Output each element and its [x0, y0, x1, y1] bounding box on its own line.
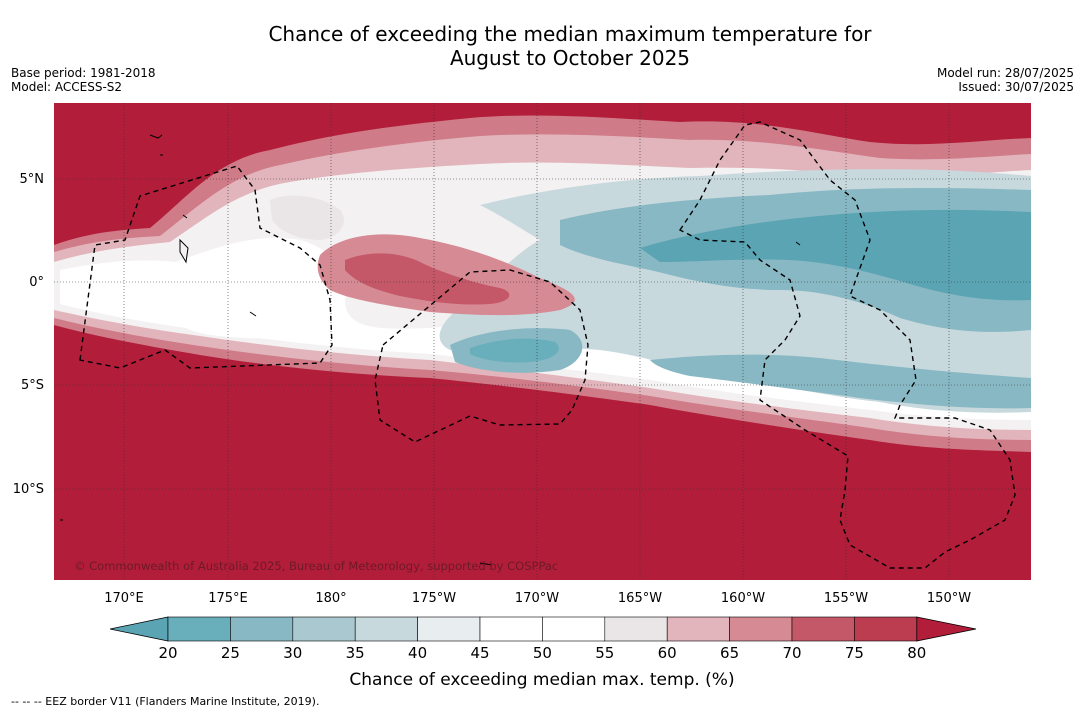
- lon-label: 175°W: [412, 591, 456, 606]
- colorbar-extend-low: [109, 616, 169, 642]
- colorbar-segment: [354, 616, 418, 642]
- colorbar-segment: [417, 616, 481, 642]
- colorbar-segment: [479, 616, 543, 642]
- graticule: [54, 103, 1031, 580]
- metadata-right: Model run: 28/07/2025 Issued: 30/07/2025: [937, 66, 1074, 94]
- lon-label: 175°E: [208, 591, 248, 606]
- colorbar-label: Chance of exceeding median max. temp. (%…: [349, 670, 734, 690]
- eez-borders: [79, 121, 1016, 569]
- colorbar-segment: [292, 616, 356, 642]
- colorbar-tick-label: 75: [845, 644, 864, 662]
- lon-label: 165°W: [618, 591, 662, 606]
- lon-label: 155°W: [824, 591, 868, 606]
- colorbar-segment: [604, 616, 668, 642]
- base-period: Base period: 1981-2018: [11, 66, 156, 80]
- latitude-labels: 5°N 0° 5°S 10°S: [13, 172, 44, 497]
- colorbar-tick-label: 80: [907, 644, 926, 662]
- lon-label: 160°W: [721, 591, 765, 606]
- colorbar-segment: [542, 616, 606, 642]
- contour-band-white-central: [165, 280, 313, 339]
- model-name: Model: ACCESS-S2: [11, 80, 123, 94]
- contour-band-red-blob: [345, 253, 510, 305]
- colorbar-segment: [666, 616, 730, 642]
- colorbar-tick-label: 20: [158, 644, 177, 662]
- lon-label: 170°W: [515, 591, 559, 606]
- lat-label: 5°S: [21, 378, 44, 393]
- lon-label: 150°W: [927, 591, 971, 606]
- map-title: Chance of exceeding the median maximum t…: [0, 22, 1085, 70]
- issued-date: Issued: 30/07/2025: [958, 80, 1074, 94]
- lat-label: 5°N: [20, 172, 45, 187]
- contour-band-teal-dark: [640, 209, 1031, 301]
- colorbar-tick-label: 50: [533, 644, 552, 662]
- colorbar-tick-label: 55: [595, 644, 614, 662]
- colorbar-tick-label: 25: [221, 644, 240, 662]
- contour-band-teal-west-core: [470, 338, 559, 363]
- lat-label: 0°: [29, 275, 44, 290]
- islands: [60, 134, 801, 566]
- colorbar-segment: [167, 616, 231, 642]
- contour-band-white-west: [60, 265, 143, 302]
- colorbar-tick-label: 40: [408, 644, 427, 662]
- title-line-2: August to October 2025: [449, 46, 691, 70]
- eez-footnote: -- -- -- EEZ border V11 (Flanders Marine…: [11, 695, 320, 708]
- colorbar-tick-label: 45: [470, 644, 489, 662]
- colorbar-segment: [230, 616, 294, 642]
- colorbar-tick-label: 30: [283, 644, 302, 662]
- colorbar-segment: [791, 616, 855, 642]
- colorbar-segment: [729, 616, 793, 642]
- metadata-left: Base period: 1981-2018 Model: ACCESS-S2: [11, 66, 156, 94]
- lon-label: 180°: [315, 591, 346, 606]
- colorbar-tick-label: 60: [658, 644, 677, 662]
- lat-label: 10°S: [13, 482, 44, 497]
- model-run: Model run: 28/07/2025: [936, 66, 1074, 80]
- colorbar-tick-label: 35: [346, 644, 365, 662]
- copyright-notice: © Commonwealth of Australia 2025, Bureau…: [74, 559, 558, 573]
- contour-band-neutral-blob: [270, 195, 344, 240]
- contour-band-teal-lower: [650, 354, 1031, 409]
- title-line-1: Chance of exceeding the median maximum t…: [268, 22, 872, 46]
- colorbar-segment: [854, 616, 918, 642]
- colorbar: 20 25 30 35 40 45 50 55 60 65 70 75 80: [109, 616, 977, 662]
- colorbar-tick-label: 65: [720, 644, 739, 662]
- lon-label: 170°E: [104, 591, 144, 606]
- colorbar-extend-high: [916, 616, 977, 642]
- map-field: © Commonwealth of Australia 2025, Bureau…: [54, 103, 1031, 580]
- colorbar-tick-label: 70: [782, 644, 801, 662]
- longitude-labels: 170°E 175°E 180° 175°W 170°W 165°W 160°W…: [104, 591, 971, 606]
